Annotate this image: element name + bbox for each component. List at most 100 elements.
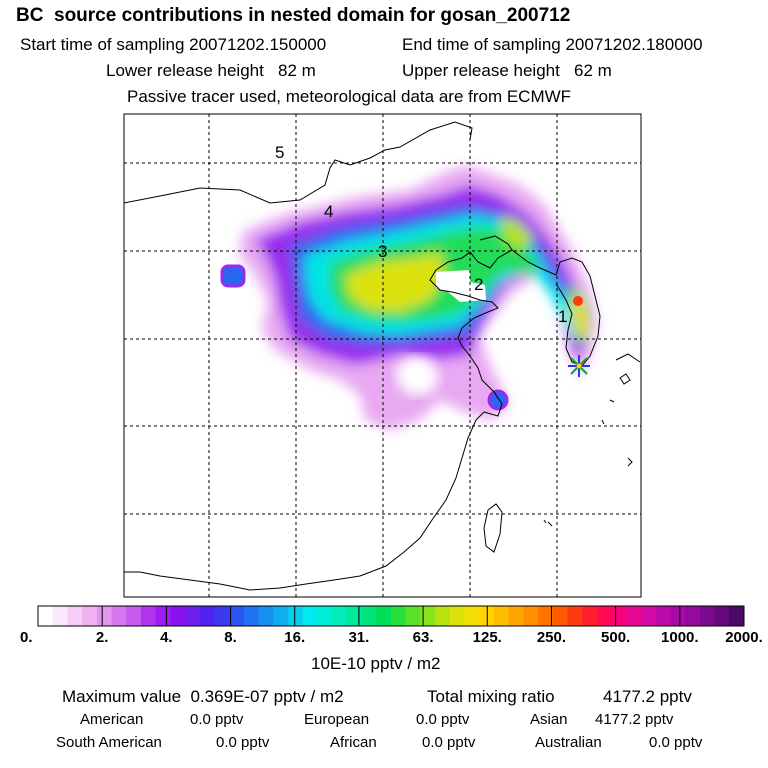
taiwan xyxy=(483,503,503,553)
colorbar-swatch xyxy=(126,606,142,626)
colorbar-tick-label: 31. xyxy=(348,629,370,646)
colorbar-tick-label: 2. xyxy=(95,629,109,646)
japan-islands-a xyxy=(619,373,631,385)
japan-islands-d xyxy=(601,399,615,425)
region-label-3: 3 xyxy=(378,242,387,261)
total-mixing-ratio-label: Total mixing ratio xyxy=(427,687,555,706)
colorbar-swatch xyxy=(332,606,348,626)
colorbar-tick-label: 250. xyxy=(536,629,567,646)
plume-yellowgreen-ne xyxy=(500,215,535,250)
region-label-2: 2 xyxy=(474,275,483,294)
colorbar-swatch xyxy=(258,606,274,626)
plume-korea-yellow xyxy=(572,298,588,340)
colorbar-tick-label: 0. xyxy=(20,629,33,646)
colorbar-swatch xyxy=(302,606,318,626)
colorbar-swatch xyxy=(449,606,465,626)
colorbar-swatch xyxy=(317,606,333,626)
colorbar-swatch xyxy=(229,606,245,626)
colorbar-swatch xyxy=(391,606,407,626)
colorbar-swatch xyxy=(199,606,215,626)
china-south-coast xyxy=(124,411,485,591)
colorbar-swatch xyxy=(523,606,539,626)
shandong-coast xyxy=(451,291,503,417)
japan-islands-b xyxy=(627,457,633,467)
coastlines xyxy=(124,121,641,591)
colorbar-swatch xyxy=(140,606,157,626)
upper-release-height-label: Upper release height 62 m xyxy=(402,61,612,80)
colorbar-tick-label: 500. xyxy=(601,629,631,646)
plume-east-spot xyxy=(487,389,509,411)
colorbar-swatch xyxy=(699,606,715,626)
colorbar-swatch xyxy=(493,606,510,626)
colorbar-swatch xyxy=(67,606,83,626)
asian-label: Asian xyxy=(530,711,568,728)
map-title: BC source contributions in nested domain… xyxy=(16,5,571,26)
colorbar-frame xyxy=(37,605,745,627)
european-label: European xyxy=(304,711,370,728)
region-label-5: 5 xyxy=(275,143,284,162)
colorbar-swatch xyxy=(243,606,260,626)
colorbar-swatch xyxy=(464,606,480,626)
colorbar-swatch xyxy=(626,606,642,626)
colorbar-swatch xyxy=(214,606,230,626)
colorbar-swatch xyxy=(185,606,201,626)
colorbar-swatch xyxy=(508,606,524,626)
colorbar-swatch xyxy=(38,606,54,626)
colorbar-tick-label: 63. xyxy=(412,629,434,646)
colorbar-swatch xyxy=(685,606,701,626)
colorbar-swatch xyxy=(596,606,613,626)
australian-label: Australian xyxy=(535,734,602,751)
colorbar-swatch xyxy=(273,606,289,626)
korea-east-coast xyxy=(555,275,601,367)
colorbar-swatch xyxy=(288,606,304,626)
total-mixing-ratio-value: 4177.2 pptv xyxy=(603,687,692,706)
colorbar-swatch xyxy=(170,606,186,626)
tracer-note: Passive tracer used, meteorological data… xyxy=(127,87,572,106)
colorbar-tick-label: 1000. xyxy=(661,629,699,646)
receptor-star-icon xyxy=(568,355,590,377)
colorbar-swatch xyxy=(714,606,730,626)
south-american-value: 0.0 pptv xyxy=(216,734,270,751)
african-label: African xyxy=(330,734,377,751)
colorbar-swatch xyxy=(111,606,127,626)
asian-value: 4177.2 pptv xyxy=(595,711,674,728)
region-label-1: 1 xyxy=(558,307,567,326)
colorbar-swatch xyxy=(155,606,171,626)
european-value: 0.0 pptv xyxy=(416,711,470,728)
map-frame xyxy=(123,113,642,598)
korea-north-coast xyxy=(511,249,591,277)
plume-hole-bohai xyxy=(436,270,486,302)
colorbar-swatch xyxy=(641,606,657,626)
south-american-label: South American xyxy=(56,734,162,751)
colorbar-swatch xyxy=(435,606,451,626)
colorbar-swatch xyxy=(346,606,362,626)
colorbar-swatch xyxy=(96,606,112,626)
mongolia-border xyxy=(124,121,473,204)
plume-source-peak xyxy=(573,296,583,306)
colorbar-swatch xyxy=(670,606,686,626)
end-time-label: End time of sampling 20071202.180000 xyxy=(402,35,703,54)
colorbar-swatch xyxy=(611,606,627,626)
colorbar-swatch xyxy=(52,606,68,626)
japan-kyushu xyxy=(615,353,641,363)
max-value-label: Maximum value 0.369E-07 pptv / m2 xyxy=(62,687,344,706)
american-value: 0.0 pptv xyxy=(190,711,244,728)
lower-release-height-label: Lower release height 82 m xyxy=(106,61,316,80)
african-value: 0.0 pptv xyxy=(422,734,476,751)
plume-west-spot xyxy=(220,264,246,288)
colorbar xyxy=(37,605,745,627)
colorbar-swatch xyxy=(376,606,392,626)
colorbar-swatch xyxy=(655,606,671,626)
colorbar-swatch xyxy=(582,606,598,626)
colorbar-tick-label: 4. xyxy=(160,629,173,646)
australian-value: 0.0 pptv xyxy=(649,734,703,751)
colorbar-swatch xyxy=(405,606,421,626)
region-labels: 1 2 3 4 5 xyxy=(275,143,567,326)
american-label: American xyxy=(80,711,144,728)
colorbar-swatch xyxy=(420,606,436,626)
colorbar-swatch xyxy=(729,606,745,626)
start-time-label: Start time of sampling 20071202.150000 xyxy=(20,35,327,54)
colorbar-swatch xyxy=(567,606,583,626)
colorbar-swatch xyxy=(552,606,568,626)
